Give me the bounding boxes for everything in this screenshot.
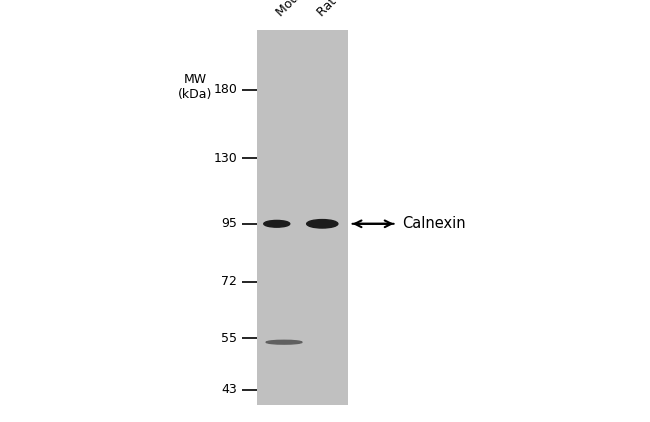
Text: 95: 95 xyxy=(222,217,237,230)
Bar xyxy=(257,30,348,405)
Text: 55: 55 xyxy=(221,332,237,345)
Ellipse shape xyxy=(307,219,338,228)
Text: 43: 43 xyxy=(222,384,237,396)
Text: Rat brain: Rat brain xyxy=(315,0,364,19)
Text: Mouse brain: Mouse brain xyxy=(274,0,337,19)
Text: Calnexin: Calnexin xyxy=(402,216,465,231)
Text: 180: 180 xyxy=(213,83,237,96)
Text: MW
(kDa): MW (kDa) xyxy=(178,73,212,101)
Text: 72: 72 xyxy=(222,276,237,288)
Text: 130: 130 xyxy=(213,151,237,165)
Ellipse shape xyxy=(264,220,290,227)
Ellipse shape xyxy=(266,340,302,344)
